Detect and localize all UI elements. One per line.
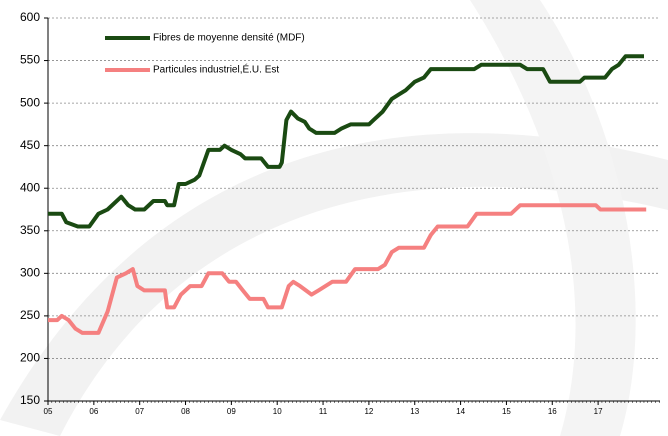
x-tick-label: 11	[319, 407, 328, 416]
y-tick-label: 300	[20, 266, 40, 280]
background-swoosh	[470, 0, 636, 436]
x-tick-label: 17	[594, 407, 603, 416]
data-line	[48, 54, 644, 229]
y-tick-label: 450	[20, 138, 40, 152]
x-tick-label: 08	[181, 407, 190, 416]
data-line	[48, 203, 647, 335]
x-tick-label: 13	[410, 407, 419, 416]
x-tick-label: 15	[502, 407, 511, 416]
y-tick-label: 200	[20, 351, 40, 365]
x-tick-label: 07	[135, 407, 144, 416]
x-tick-label: 05	[44, 407, 53, 416]
y-tick-label: 600	[20, 10, 40, 24]
legend-label: Particules industriel,É.U. Est	[153, 63, 279, 76]
y-tick-label: 550	[20, 53, 40, 67]
y-tick-label: 250	[20, 308, 40, 322]
x-tick-label: 14	[456, 407, 465, 416]
y-tick-label: 350	[20, 223, 40, 237]
y-tick-label: 400	[20, 180, 40, 194]
x-tick-label: 10	[273, 407, 282, 416]
x-tick-label: 09	[227, 407, 236, 416]
legend-label: Fibres de moyenne densité (MDF)	[153, 33, 305, 44]
x-tick-label: 16	[548, 407, 557, 416]
y-tick-label: 500	[20, 95, 40, 109]
x-tick-label: 12	[364, 407, 373, 416]
x-tick-label: 06	[89, 407, 98, 416]
y-tick-label: 150	[20, 393, 40, 407]
